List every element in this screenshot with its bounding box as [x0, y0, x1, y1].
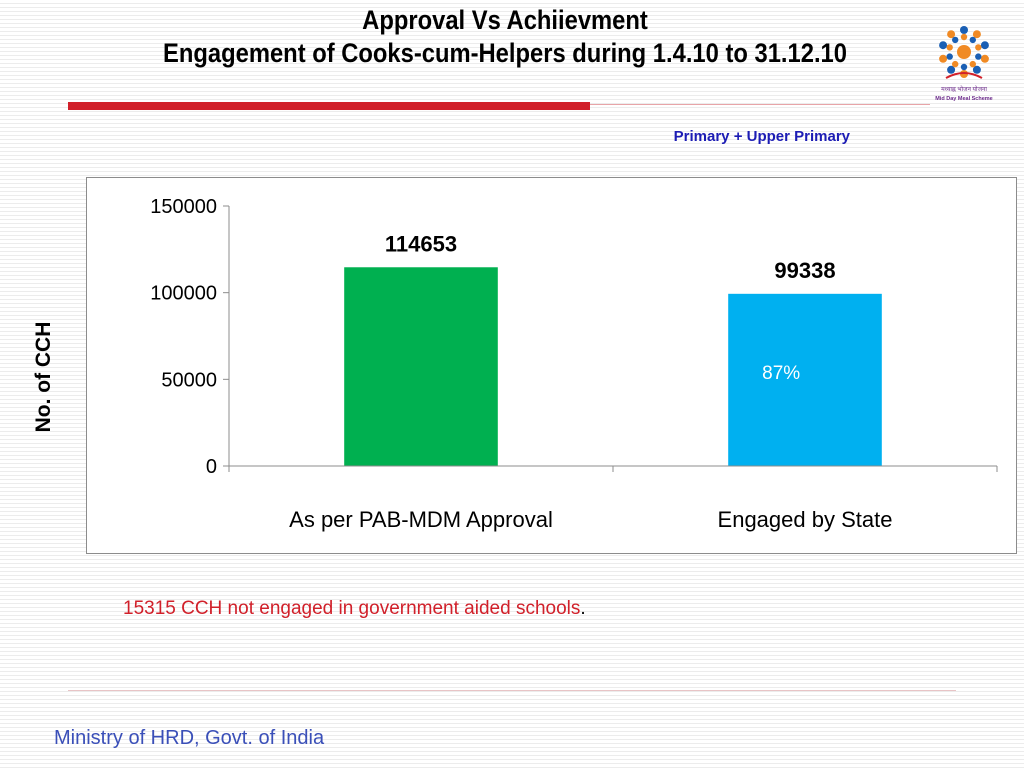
title-line-2: Engagement of Cooks-cum-Helpers during 1… — [163, 38, 847, 68]
title-line-1: Approval Vs Achiievment — [362, 5, 648, 35]
mid-day-meal-scheme-logo-icon: मध्याह्न भोजन योजना Mid Day Meal Scheme — [935, 26, 993, 102]
y-tick-label: 50000 — [161, 369, 217, 391]
bar-annotation: 87% — [762, 363, 800, 384]
footnote: 15315 CCH not engaged in government aide… — [123, 598, 586, 620]
y-tick-label: 100000 — [150, 283, 217, 305]
footnote-period: . — [580, 598, 586, 619]
bar-0 — [344, 267, 498, 466]
bar-chart: 0 50000 100000 150000 114653 As per PAB-MDM … — [150, 196, 998, 532]
data-label-1: 99338 — [774, 258, 835, 283]
logo-text: Mid Day Meal Scheme — [935, 96, 992, 102]
footnote-text: 15315 CCH not engaged in government aide… — [123, 598, 581, 619]
bar-1 — [728, 293, 882, 466]
y-tick-label: 150000 — [150, 196, 217, 218]
x-tick-label-1: Engaged by State — [718, 507, 893, 532]
footer-text: Ministry of HRD, Govt. of India — [54, 727, 325, 749]
x-tick-label-0: As per PAB-MDM Approval — [289, 507, 553, 532]
data-label-0: 114653 — [385, 231, 457, 256]
logo-text-hindi: मध्याह्न भोजन योजना — [941, 85, 987, 93]
y-axis-label: No. of CCH — [32, 321, 55, 433]
chart-subtitle: Primary + Upper Primary — [673, 128, 850, 145]
title-underline-thin — [590, 104, 930, 105]
title-underline-red — [68, 102, 590, 110]
footer-divider — [68, 690, 956, 691]
y-tick-label: 0 — [206, 456, 217, 478]
slide-title: Approval Vs Achiievment Engagement of Co… — [80, 4, 930, 70]
